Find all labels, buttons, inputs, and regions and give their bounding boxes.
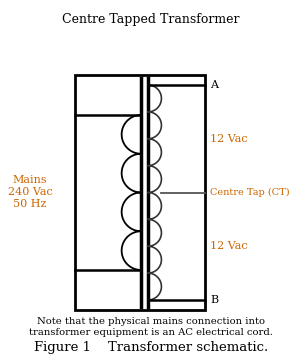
Text: 12 Vac: 12 Vac	[210, 134, 248, 144]
Text: Note that the physical mains connection into
transformer equipment is an AC elec: Note that the physical mains connection …	[29, 317, 273, 337]
Text: 12 Vac: 12 Vac	[210, 241, 248, 251]
Text: Figure 1    Transformer schematic.: Figure 1 Transformer schematic.	[34, 342, 268, 355]
Text: Mains
240 Vac
50 Hz: Mains 240 Vac 50 Hz	[8, 175, 52, 208]
Text: Centre Tap (CT): Centre Tap (CT)	[210, 188, 290, 197]
Text: B: B	[210, 295, 218, 305]
Text: Centre Tapped Transformer: Centre Tapped Transformer	[62, 13, 240, 27]
Text: A: A	[210, 80, 218, 90]
Bar	[75, 75, 205, 310]
